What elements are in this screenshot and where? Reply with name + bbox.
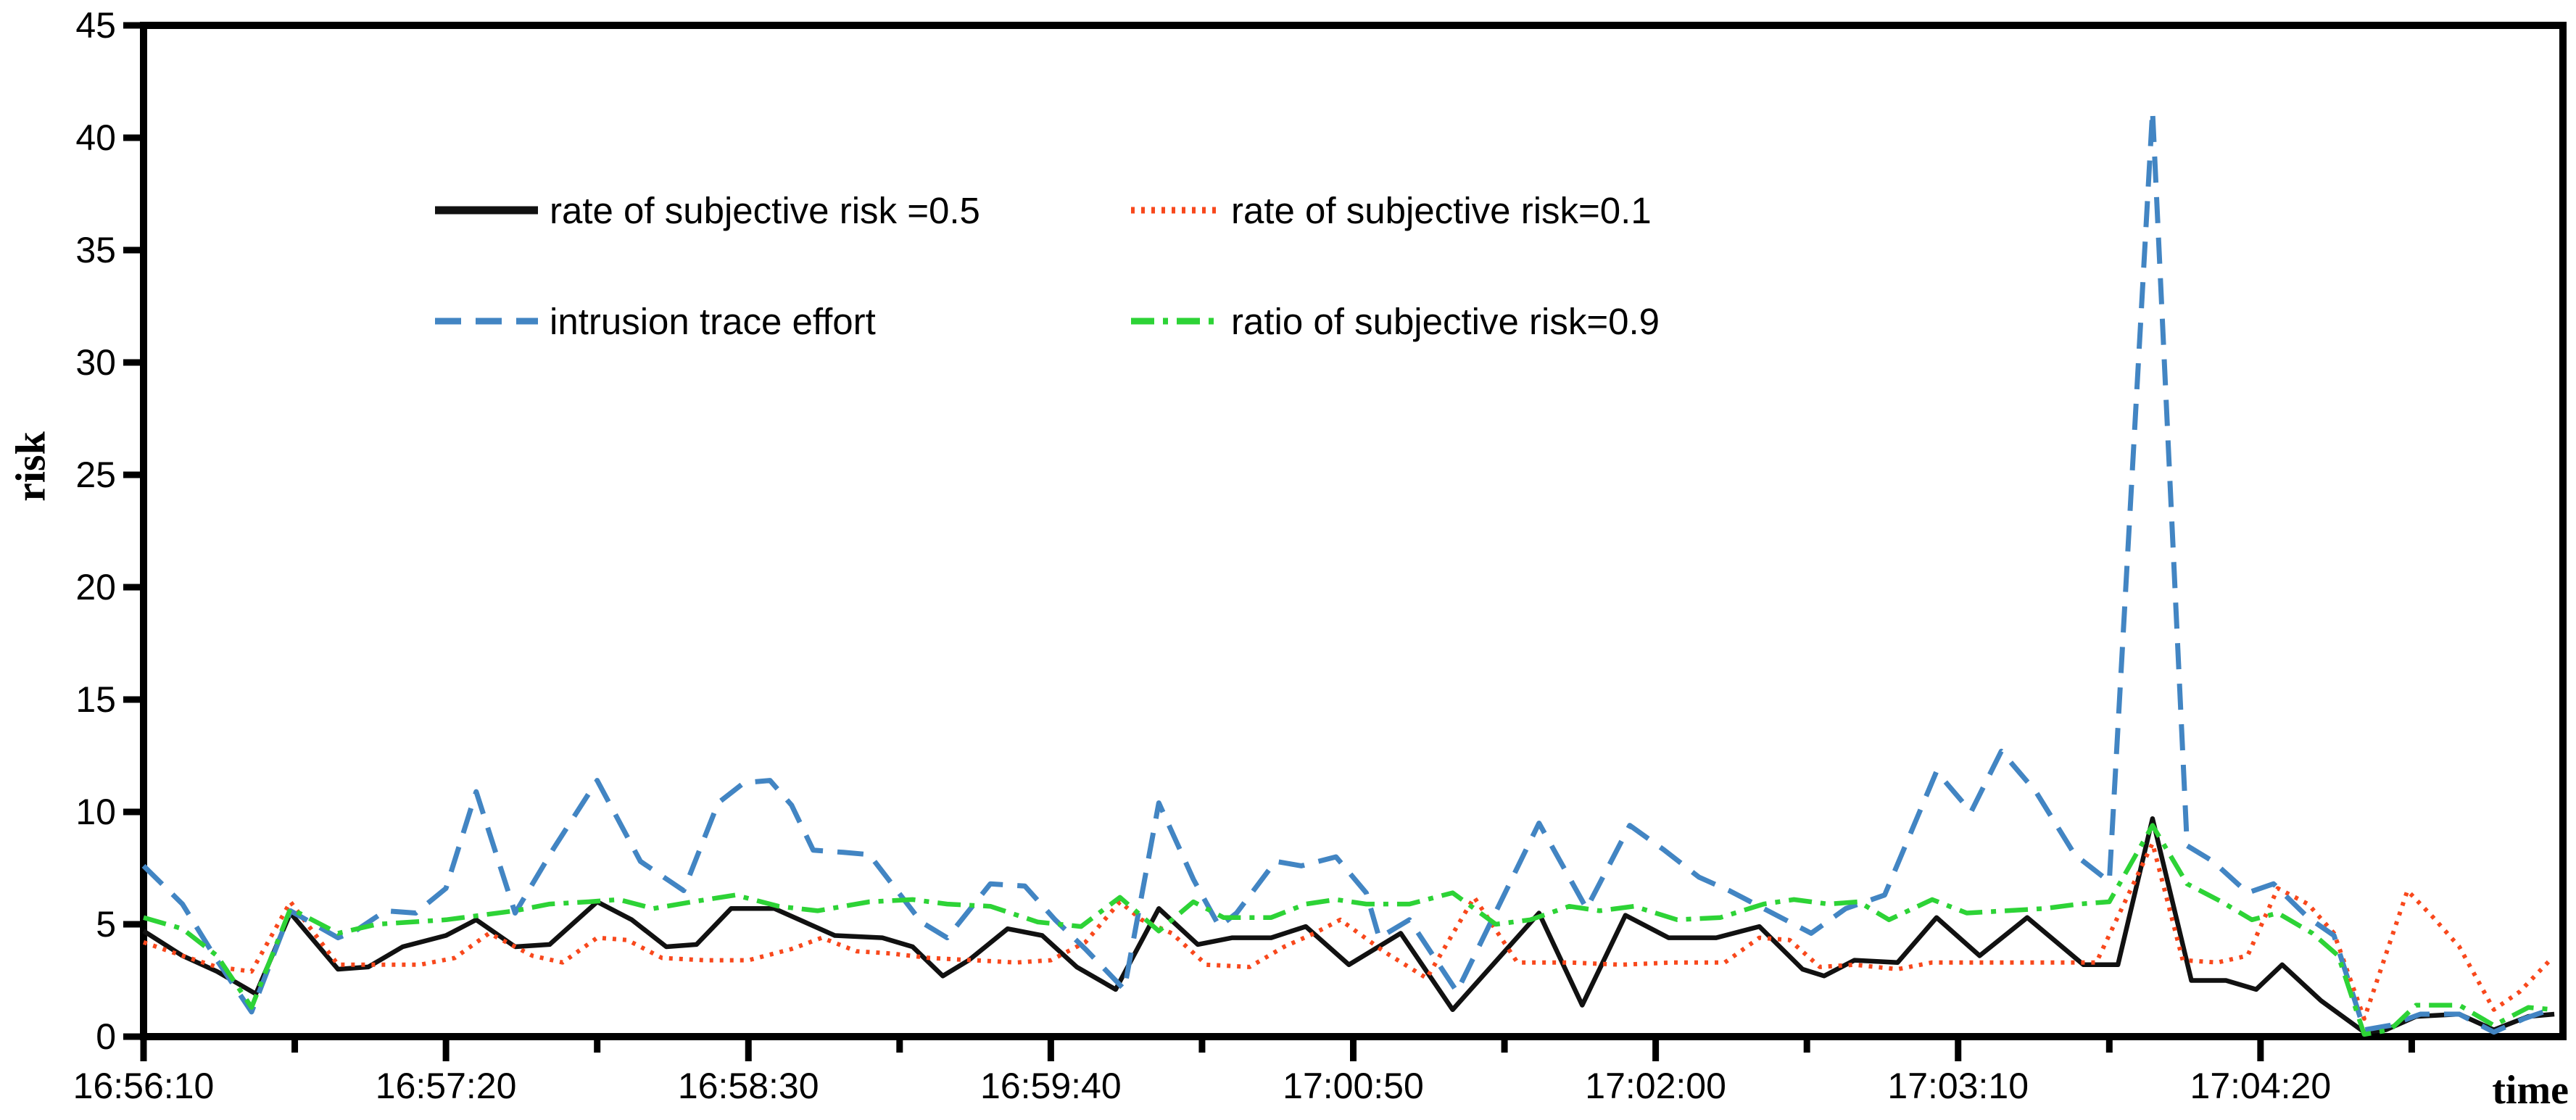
y-tick-label: 30: [75, 342, 116, 383]
y-tick-label: 20: [75, 567, 116, 607]
x-tick-label: 17:04:20: [2190, 1066, 2332, 1106]
x-tick-label: 16:59:40: [980, 1066, 1122, 1106]
y-tick-label: 40: [75, 117, 116, 158]
x-tick-label: 16:56:10: [73, 1066, 215, 1106]
y-tick-label: 5: [96, 904, 116, 945]
y-axis-title: risk: [7, 431, 54, 502]
series-line-1: [142, 816, 2555, 1035]
x-tick-label: 17:00:50: [1283, 1066, 1424, 1106]
x-tick-label: 16:58:30: [678, 1066, 819, 1106]
y-tick-label: 15: [75, 679, 116, 720]
x-tick-label: 17:03:10: [1887, 1066, 2029, 1106]
y-tick-label: 25: [75, 455, 116, 495]
series-line-2: [143, 841, 2552, 1021]
series-line-3: [141, 108, 2551, 1035]
x-tick-label: 16:57:20: [376, 1066, 517, 1106]
x-axis-title: time: [2492, 1068, 2569, 1113]
y-tick-label: 0: [96, 1016, 116, 1057]
y-tick-label: 45: [75, 5, 116, 46]
x-tick-label: 17:02:00: [1585, 1066, 1726, 1106]
series-line-4: [143, 823, 2555, 1037]
y-tick-label: 35: [75, 230, 116, 270]
y-tick-label: 10: [75, 792, 116, 832]
